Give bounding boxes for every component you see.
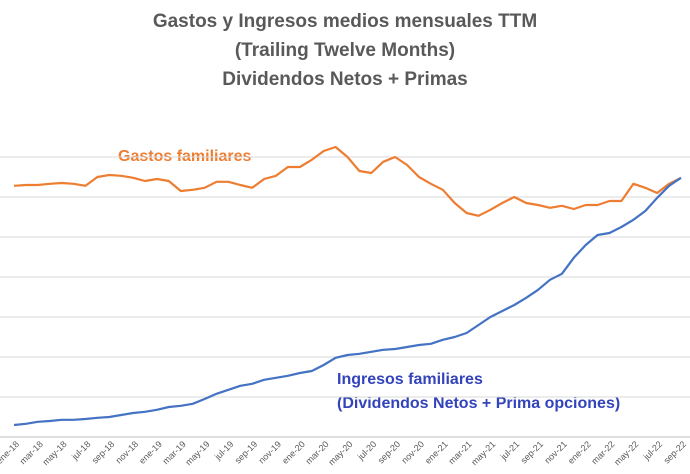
x-tick-label: nov-19 — [257, 439, 284, 466]
chart-title: (Trailing Twelve Months) — [235, 40, 455, 61]
x-tick-label: sep-19 — [233, 439, 260, 466]
chart-title: Dividendos Netos + Primas — [222, 69, 468, 90]
x-tick-label: mar-19 — [161, 439, 188, 466]
x-tick-label: sep-22 — [662, 439, 689, 466]
x-tick-label: may-20 — [326, 439, 354, 467]
x-tick-label: mar-22 — [589, 439, 616, 466]
series-line — [13, 176, 682, 427]
x-tick-label: sep-20 — [376, 439, 403, 466]
x-tick-label: ene-22 — [566, 439, 593, 466]
x-tick-label: may-22 — [612, 439, 640, 467]
series-line — [13, 145, 682, 217]
annotation: (Dividendos Netos + Prima opciones) — [337, 395, 620, 412]
x-tick-label: ene-20 — [280, 439, 307, 466]
x-tick-label: ene-18 — [0, 439, 21, 466]
x-tick-label: nov-18 — [114, 439, 141, 466]
x-tick-label: sep-18 — [90, 439, 117, 466]
x-tick-label: may-21 — [469, 439, 497, 467]
x-tick-label: ene-21 — [423, 439, 450, 466]
x-tick-label: nov-21 — [542, 439, 569, 466]
x-tick-label: mar-18 — [18, 439, 45, 466]
x-tick-label: sep-21 — [519, 439, 546, 466]
x-tick-label: mar-20 — [304, 439, 331, 466]
x-tick-label: may-18 — [40, 439, 68, 467]
series-label: Ingresos familiares — [337, 371, 483, 388]
x-tick-label: may-19 — [183, 439, 211, 467]
x-tick-label: mar-21 — [446, 439, 473, 466]
x-tick-label: nov-20 — [400, 439, 427, 466]
chart-title: Gastos y Ingresos medios mensuales TTM — [153, 11, 537, 32]
x-tick-label: ene-19 — [137, 439, 164, 466]
